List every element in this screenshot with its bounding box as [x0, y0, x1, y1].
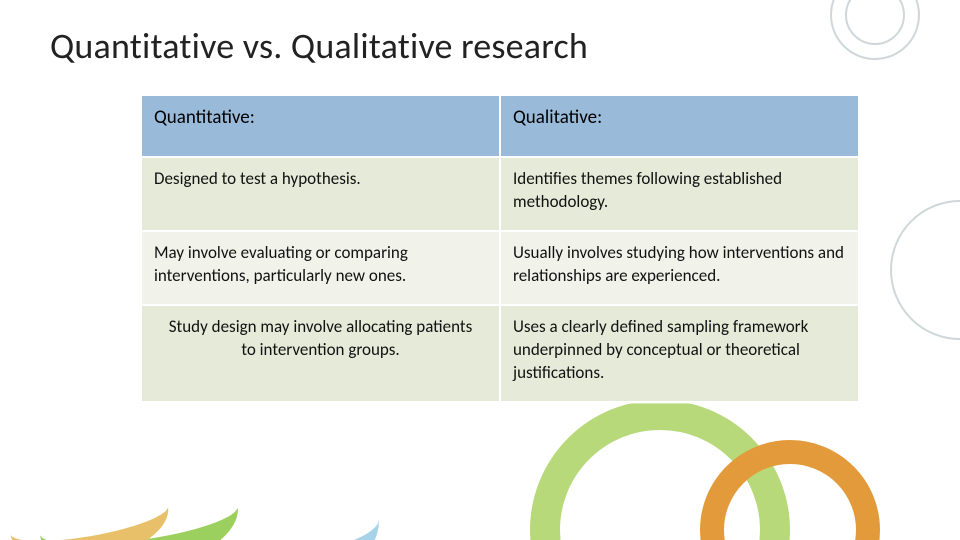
table-row: Designed to test a hypothesis. Identifie… — [141, 157, 859, 231]
comparison-table: Quantitative: Qualitative: Designed to t… — [140, 94, 860, 403]
cell-quant-0: Designed to test a hypothesis. — [141, 157, 500, 231]
cell-qual-1: Usually involves studying how interventi… — [500, 231, 859, 305]
comparison-table-wrap: Quantitative: Qualitative: Designed to t… — [140, 94, 860, 403]
table-row: May involve evaluating or comparing inte… — [141, 231, 859, 305]
cell-qual-2: Uses a clearly defined sampling framewor… — [500, 305, 859, 402]
table-row: Study design may involve allocating pati… — [141, 305, 859, 402]
col-header-qualitative: Qualitative: — [500, 95, 859, 157]
cell-qual-0: Identifies themes following established … — [500, 157, 859, 231]
cell-quant-1: May involve evaluating or comparing inte… — [141, 231, 500, 305]
cell-quant-2: Study design may involve allocating pati… — [141, 305, 500, 402]
slide: Quantitative vs. Qualitative research Qu… — [0, 0, 960, 540]
table-header-row: Quantitative: Qualitative: — [141, 95, 859, 157]
page-title: Quantitative vs. Qualitative research — [50, 24, 910, 68]
col-header-quantitative: Quantitative: — [141, 95, 500, 157]
